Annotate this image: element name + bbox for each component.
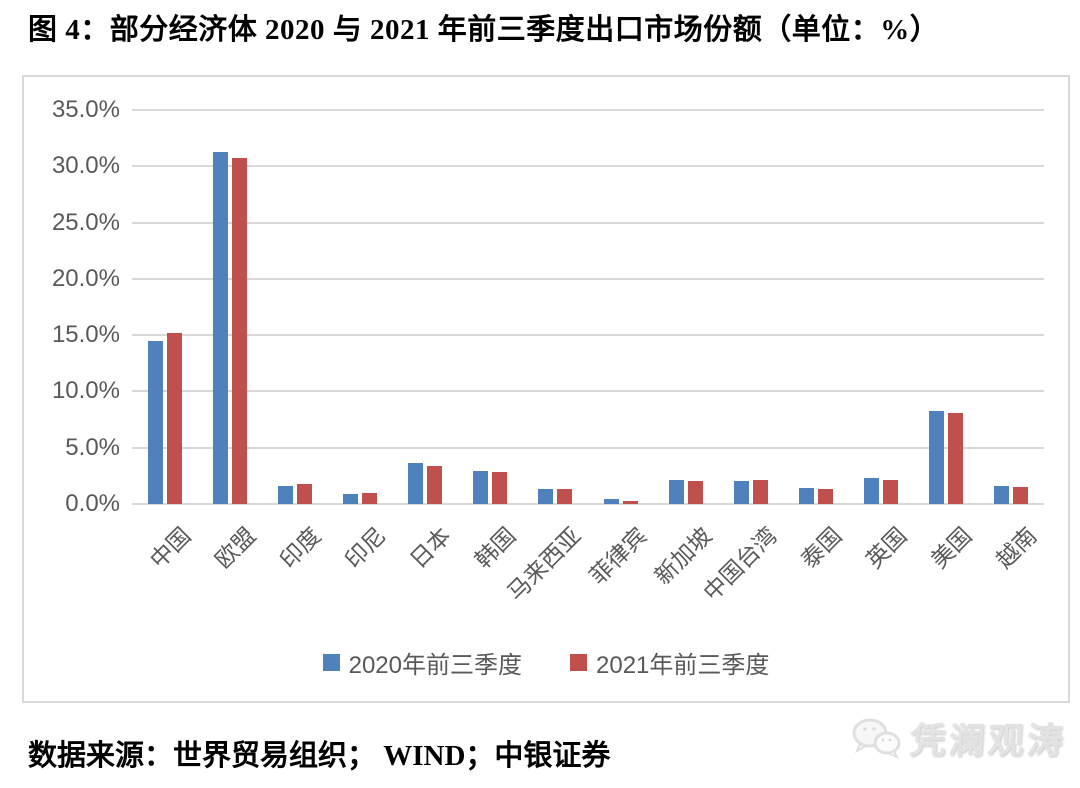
gridline-5 [132,446,1044,449]
y-axis-tick-label: 30.0% [51,152,120,180]
watermark-text: 凭澜观涛 [908,720,1068,761]
y-axis-tick-label: 20.0% [51,264,120,292]
bar-越南-2020年前三季度 [994,485,1010,504]
bar-英国-2020年前三季度 [864,478,880,504]
bar-马来西亚-2021年前三季度 [557,489,573,504]
bar-欧盟-2020年前三季度 [212,151,228,504]
y-axis-tick-label: 10.0% [51,377,120,405]
bar-菲律宾-2021年前三季度 [622,500,638,504]
legend-label: 2021年前三季度 [596,652,770,679]
gridline-10 [132,390,1044,393]
y-axis-tick-label: 5.0% [65,433,120,461]
watermark: 凭澜观涛 [850,712,1068,764]
bar-美国-2021年前三季度 [948,412,964,504]
x-axis-tick-label: 泰国 [795,522,847,574]
gridline-0 [132,503,1044,505]
bar-印尼-2021年前三季度 [362,492,377,504]
bar-英国-2021年前三季度 [883,480,899,504]
legend-swatch-icon [570,654,587,671]
bar-新加坡-2020年前三季度 [668,480,684,504]
legend-item: 2021年前三季度 [570,645,769,680]
gridline-20 [132,277,1044,280]
legend-item: 2020年前三季度 [322,645,522,680]
gridline-25 [132,221,1044,224]
bar-韩国-2021年前三季度 [492,472,508,504]
chart-frame: 35.0% 30.0% 25.0% 20.0% 15.0% 10.0% 5.0% 0.0% 中国… [22,75,1070,703]
figure-title: 图 4：部分经济体 2020 与 2021 年前三季度出口市场份额（单位：%） [28,14,940,46]
x-axis-tick-label: 印度 [274,522,326,574]
bar-中国-2021年前三季度 [166,332,182,504]
bar-美国-2020年前三季度 [929,410,945,504]
x-axis-tick-label: 菲律宾 [584,522,652,590]
x-axis-tick-label: 英国 [860,522,912,574]
y-axis-tick-label: 35.0% [51,96,120,123]
bar-马来西亚-2020年前三季度 [538,489,554,504]
gridline-15 [132,334,1044,337]
bar-欧盟-2021年前三季度 [231,158,247,504]
bar-泰国-2020年前三季度 [799,488,814,504]
bar-中国台湾-2020年前三季度 [733,481,749,504]
y-axis-tick-label: 0.0% [65,490,120,517]
bar-菲律宾-2020年前三季度 [603,499,619,504]
x-axis-tick-label: 日本 [404,522,456,574]
bar-中国-2020年前三季度 [147,340,163,504]
wechat-logo-icon [852,718,901,760]
bar-chart-plot-area: 35.0% 30.0% 25.0% 20.0% 15.0% 10.0% 5.0% 0.0% 中国… [24,77,1068,701]
bar-越南-2021年前三季度 [1013,487,1029,504]
gridline-30 [132,165,1044,168]
x-axis-tick-label: 欧盟 [209,522,261,574]
bar-日本-2021年前三季度 [427,465,443,504]
x-axis-tick-label: 印尼 [339,522,391,574]
bar-印度-2020年前三季度 [277,485,293,504]
bar-新加坡-2021年前三季度 [687,481,703,504]
data-source-note: 数据来源：世界贸易组织； WIND；中银证券 [28,740,611,772]
y-axis-tick-label: 15.0% [51,321,120,349]
bar-韩国-2020年前三季度 [473,471,489,504]
bar-泰国-2021年前三季度 [818,489,833,504]
chart-legend: 2020年前三季度 2021年前三季度 [24,645,1068,680]
bar-印度-2021年前三季度 [296,483,312,504]
x-axis-tick-label: 美国 [925,522,977,574]
bar-中国台湾-2021年前三季度 [752,480,768,504]
x-axis-tick-label: 中国 [144,522,196,574]
gridline-35 [132,109,1044,111]
legend-label: 2020年前三季度 [348,652,522,679]
x-axis-tick-label: 越南 [991,522,1043,574]
legend-swatch-icon [322,654,340,671]
y-axis-tick-label: 25.0% [51,208,120,236]
bar-印尼-2020年前三季度 [343,493,358,504]
bar-日本-2020年前三季度 [408,463,424,504]
